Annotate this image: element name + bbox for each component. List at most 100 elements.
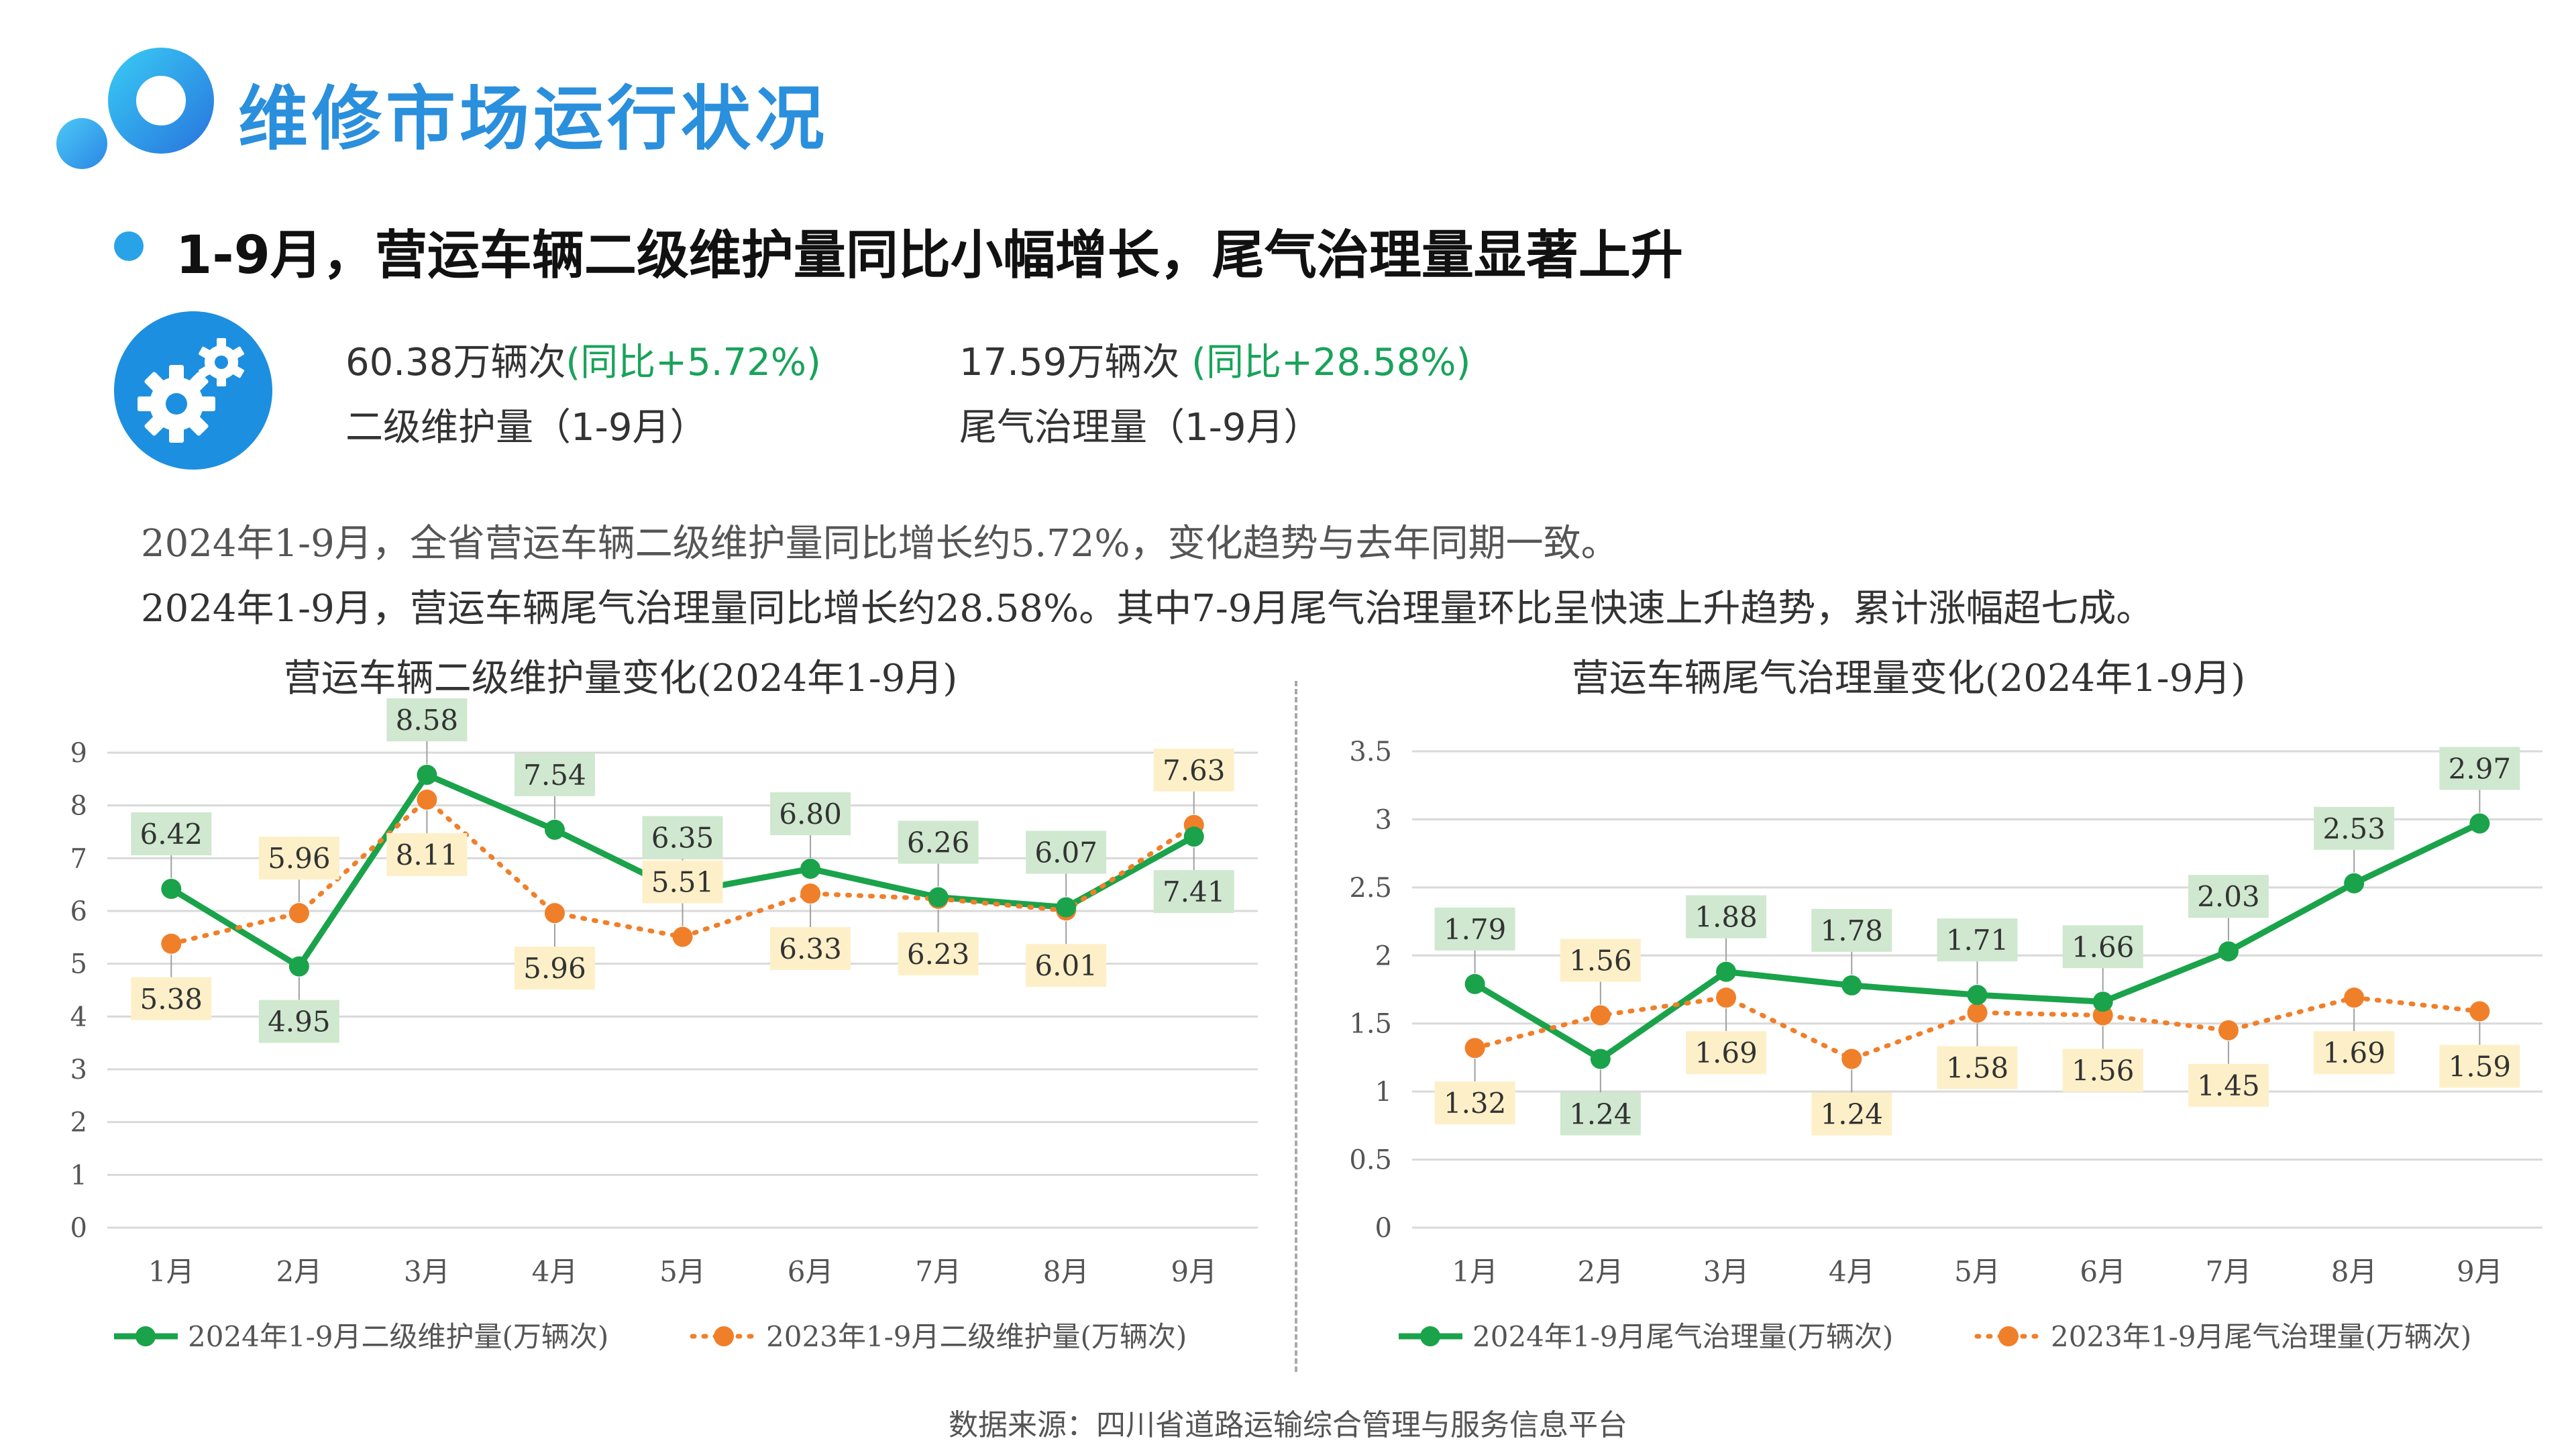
data-label: 7.63 xyxy=(1163,754,1226,787)
data-point xyxy=(1183,826,1204,847)
data-label: 8.11 xyxy=(396,839,459,871)
chart-title: 营运车辆二级维护量变化(2024年1-9月) xyxy=(284,657,957,700)
data-label: 1.71 xyxy=(1946,924,2009,957)
data-label-box xyxy=(258,837,339,880)
y-tick-label: 2.5 xyxy=(1349,873,1392,904)
y-tick-label: 0.5 xyxy=(1349,1145,1392,1176)
data-point xyxy=(800,859,821,879)
description-exhaust: 2024年1-9月，营运车辆尾气治理量同比增长约28.58%。其中7-9月尾气治… xyxy=(141,587,2154,631)
legend-swatch-marker xyxy=(136,1326,156,1346)
y-tick-label: 9 xyxy=(70,738,87,769)
data-point xyxy=(417,790,437,810)
y-tick-label: 1 xyxy=(70,1160,87,1191)
y-tick-label: 2 xyxy=(70,1108,87,1138)
data-label: 6.80 xyxy=(779,798,842,830)
data-label: 6.35 xyxy=(651,821,714,854)
legend-label: 2023年1-9月二级维护量(万辆次) xyxy=(766,1320,1187,1353)
data-point xyxy=(1716,987,1737,1008)
data-label: 1.69 xyxy=(2322,1036,2385,1069)
data-point xyxy=(1464,973,1485,994)
data-label: 5.96 xyxy=(268,842,331,875)
gears-icon xyxy=(114,311,272,470)
maintenance-chart: 营运车辆二级维护量变化(2024年1-9月) 0 1 2 3 4 5 6 7 8 9 1月 2月 3月 4月… xyxy=(27,644,1268,1368)
data-point xyxy=(1590,1049,1611,1069)
data-label: 2.03 xyxy=(2197,880,2260,913)
data-point xyxy=(2469,1001,2490,1022)
y-tick-label: 3 xyxy=(1375,804,1392,835)
data-label-box xyxy=(770,927,851,971)
data-point xyxy=(1056,897,1077,918)
x-tick-label: 9月 xyxy=(1171,1255,1217,1288)
kpi-maintenance-value: 60.38万辆次(同比+5.72%) xyxy=(345,332,821,386)
y-tick-label: 1.5 xyxy=(1349,1009,1392,1040)
y-tick-label: 2 xyxy=(1375,941,1392,971)
x-tick-label: 1月 xyxy=(1452,1255,1498,1288)
data-label-box xyxy=(1811,908,1892,952)
kpi-exhaust-label: 尾气治理量（1-9月） xyxy=(959,406,1322,449)
data-label-box xyxy=(386,698,468,742)
data-label-box xyxy=(1686,1031,1767,1075)
kpi-maintenance-label: 二级维护量（1-9月） xyxy=(345,406,708,449)
data-point xyxy=(672,926,693,947)
data-label-box xyxy=(131,977,212,1020)
data-label-box xyxy=(898,820,979,864)
data-point xyxy=(2344,873,2365,894)
data-label: 5.96 xyxy=(523,952,586,985)
data-label-box xyxy=(2314,806,2395,850)
x-tick-label: 7月 xyxy=(2206,1255,2252,1288)
logo-icon xyxy=(56,48,214,169)
data-label-box xyxy=(1937,1046,2018,1089)
data-label: 1.24 xyxy=(1569,1097,1632,1130)
data-label: 5.51 xyxy=(651,866,714,899)
section-subtitle: 1-9月，营运车辆二级维护量同比小幅增长，尾气治理量显著上升 xyxy=(176,225,1683,286)
exhaust-chart: 营运车辆尾气治理量变化(2024年1-9月) 0 0.5 1 1.5 2 2.5 3 3.5 1月… xyxy=(1315,644,2556,1368)
data-point xyxy=(2469,813,2490,834)
data-label-box xyxy=(1026,830,1107,874)
data-label-box xyxy=(2314,1031,2395,1075)
data-label-box xyxy=(1811,1092,1892,1136)
x-tick-label: 3月 xyxy=(404,1255,450,1288)
data-label-box xyxy=(258,1000,339,1043)
kpi-exhaust-number: 17.59万辆次 xyxy=(959,341,1180,384)
exhaust-chart-svg: 营运车辆尾气治理量变化(2024年1-9月)00.511.522.533.51月… xyxy=(1349,657,2542,1353)
data-label-box xyxy=(514,753,595,796)
data-label-box xyxy=(1026,944,1107,987)
data-source-note: 数据来源：四川省道路运输综合管理与服务信息平台 xyxy=(949,1408,1627,1442)
data-point xyxy=(2092,991,2113,1012)
data-label: 6.33 xyxy=(779,932,842,965)
data-point xyxy=(1716,961,1737,982)
data-label-box xyxy=(1434,1081,1515,1125)
data-label-box xyxy=(2188,875,2269,918)
y-tick-label: 0 xyxy=(1375,1213,1392,1244)
page-title: 维修市场运行状况 xyxy=(238,78,829,160)
data-point xyxy=(2218,1020,2239,1040)
data-label-box xyxy=(642,816,723,859)
legend-label: 2023年1-9月尾气治理量(万辆次) xyxy=(2051,1320,2471,1353)
data-label: 1.79 xyxy=(1444,913,1507,946)
x-tick-label: 7月 xyxy=(915,1255,961,1288)
y-tick-label: 4 xyxy=(70,1002,87,1032)
data-point xyxy=(2218,941,2239,962)
data-point xyxy=(288,903,309,924)
kpi-maintenance-change: (同比+5.72%) xyxy=(566,341,821,384)
data-label: 6.23 xyxy=(907,938,970,971)
data-label: 1.69 xyxy=(1695,1036,1758,1069)
data-label: 4.95 xyxy=(268,1006,331,1038)
y-tick-label: 0 xyxy=(70,1213,87,1244)
data-label-box xyxy=(1937,918,2018,962)
data-label-box xyxy=(1434,907,1515,951)
data-point xyxy=(161,878,182,899)
x-tick-label: 5月 xyxy=(659,1255,706,1288)
chart-divider xyxy=(1295,681,1297,1372)
data-label: 6.01 xyxy=(1034,949,1097,982)
legend-swatch-marker xyxy=(1998,1326,2019,1346)
data-point xyxy=(161,933,182,954)
x-tick-label: 5月 xyxy=(1954,1255,2000,1288)
data-label: 2.97 xyxy=(2449,753,2512,786)
data-point xyxy=(1841,975,1862,996)
data-point xyxy=(417,765,437,786)
x-tick-label: 8月 xyxy=(2331,1255,2377,1288)
data-label: 1.32 xyxy=(1444,1087,1507,1120)
data-label-box xyxy=(1153,870,1234,914)
bullet-dot xyxy=(114,231,144,261)
